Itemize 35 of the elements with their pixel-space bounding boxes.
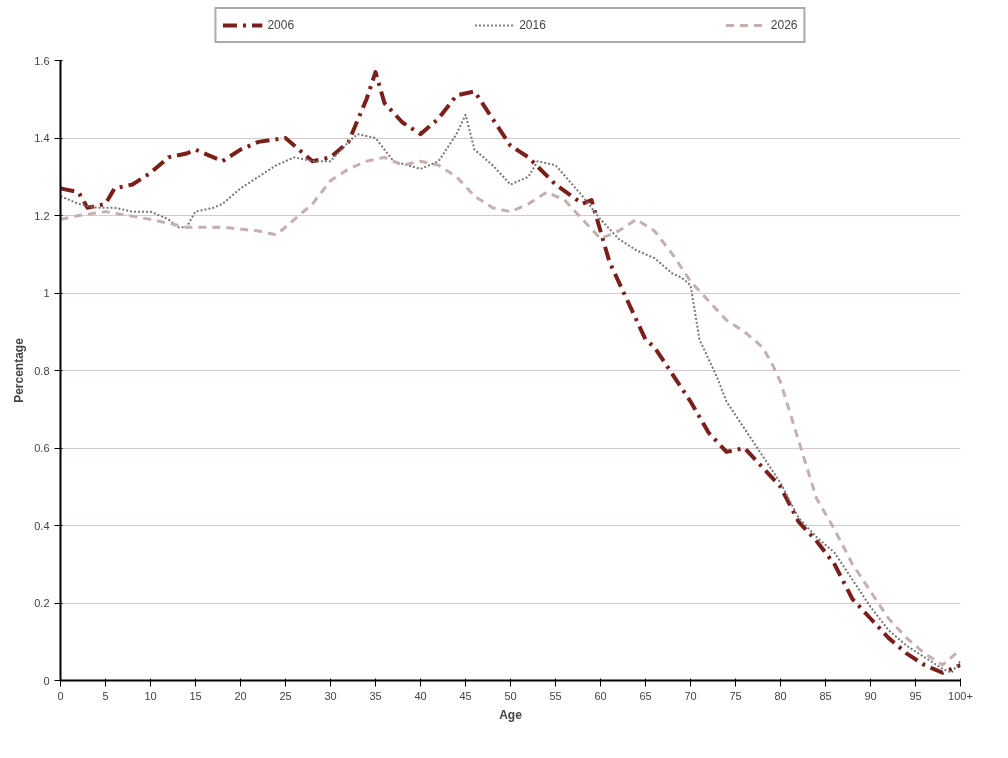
x-tick-label: 80 [774,689,787,702]
x-tick-label: 100+ [948,689,973,702]
x-tick-label: 50 [504,689,517,702]
x-tick-label: 85 [819,689,832,702]
y-tick-label: 1.2 [34,209,50,222]
y-tick-label: 0.8 [34,364,50,377]
y-tick-label: 0.4 [34,519,50,532]
y-tick-label: 1.4 [34,132,50,144]
x-tick-label: 70 [684,689,697,702]
x-tick-label: 65 [639,689,652,702]
legend-label: 2016 [519,18,546,32]
x-tick-label: 40 [414,689,427,702]
x-tick-label: 55 [549,689,562,702]
x-tick-label: 90 [864,689,877,702]
x-tick-label: 35 [369,689,382,702]
x-tick-label: 20 [234,689,247,702]
x-tick-label: 10 [144,689,157,702]
y-tick-label: 0.2 [34,597,50,609]
x-tick-label: 75 [729,689,742,702]
x-tick-label: 0 [57,689,64,702]
y-tick-label: 0.6 [34,442,50,454]
x-tick-label: 30 [324,689,337,702]
x-tick-label: 5 [102,689,109,702]
y-axis-title: Percentage [12,337,27,403]
legend-label: 2026 [770,18,798,32]
y-tick-label: 1.6 [34,54,50,67]
y-tick-label: 1 [43,287,50,299]
legend-label: 2006 [267,18,295,32]
x-tick-label: 15 [189,689,202,702]
x-tick-label: 45 [459,689,472,702]
x-tick-label: 95 [909,689,922,702]
x-tick-label: 25 [279,689,292,702]
x-tick-label: 60 [594,689,607,702]
x-axis-title: Age [499,707,523,722]
y-tick-label: 0 [43,674,50,687]
